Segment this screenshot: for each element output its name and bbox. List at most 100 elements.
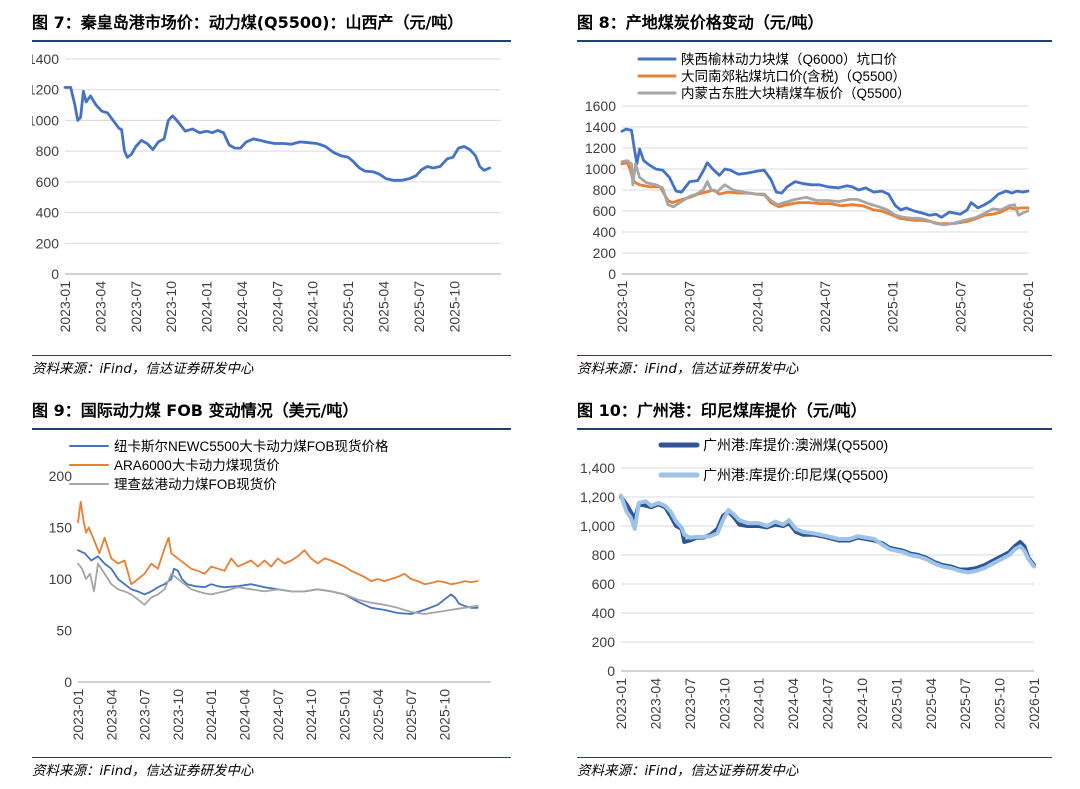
y-tick-label: 600: [592, 576, 616, 592]
x-tick-label: 2024-07: [817, 281, 833, 333]
chart-title: 图 10：广州港：印尼煤库提价（元/吨）: [577, 394, 1052, 430]
y-tick-label: 200: [49, 468, 73, 484]
x-tick-label: 2025-07: [952, 281, 968, 333]
y-tick-label: 1400: [32, 51, 59, 67]
y-tick-label: 600: [593, 203, 617, 219]
chart-area: 0 50 100 150 200 2023-01 2023-04 2023-07 2023-10…: [32, 430, 511, 757]
chart-area: 0 200 400 600 800 1,000 1,200 1,400 2023-01 2023-…: [577, 430, 1052, 757]
x-tick-label: 2024-07: [820, 678, 836, 730]
x-tick-label: 2025-07: [957, 678, 973, 730]
panel-fig7: 图 7：秦皇岛港市场价：动力煤(Q5500)：山西产（元/吨） 0 200 400 6…: [32, 6, 511, 381]
y-tick-label: 1200: [585, 140, 616, 156]
y-tick-label: 0: [607, 663, 615, 679]
x-tick-label: 2023-07: [128, 281, 144, 333]
panel-fig9: 图 9：国际动力煤 FOB 变动情况（美元/吨） 0 50 100 150 200 202…: [32, 394, 511, 784]
x-tick-label: 2025-07: [411, 281, 427, 333]
chart-title: 图 7：秦皇岛港市场价：动力煤(Q5500)：山西产（元/吨）: [32, 6, 511, 42]
x-tick-label: 2023-01: [614, 281, 630, 333]
series-line: [77, 500, 479, 586]
y-tick-label: 200: [592, 634, 616, 650]
x-tick-label: 2024-04: [234, 281, 250, 333]
x-tick-label: 2025-01: [885, 281, 901, 333]
y-tick-label: 200: [36, 235, 60, 251]
panel-fig8: 图 8：产地煤炭价格变动（元/吨） 0 200 400 600 800 1000 1200 1…: [577, 6, 1052, 381]
x-tick-label: 2025-07: [403, 689, 419, 741]
x-tick-label: 2024-10: [854, 678, 870, 730]
panel-fig10: 图 10：广州港：印尼煤库提价（元/吨） 0 200 400 600 800 1,000 1…: [577, 394, 1052, 784]
y-tick-label: 1400: [585, 119, 616, 135]
x-tick-label: 2025-04: [376, 281, 392, 333]
y-tick-label: 100: [49, 571, 73, 587]
y-tick-label: 0: [64, 674, 72, 690]
x-tick-label: 2023-04: [647, 678, 663, 730]
series-line: [77, 549, 479, 615]
x-tick-label: 2024-04: [785, 678, 801, 730]
x-tick-label: 2025-01: [340, 281, 356, 333]
y-tick-label: 1,200: [580, 489, 615, 505]
chart-svg: 0 200 400 600 800 1,000 1,200 1,400 2023-01 2023-…: [580, 437, 1042, 730]
x-tick-label: 2026-01: [1026, 678, 1042, 730]
x-tick-label: 2024-01: [199, 281, 215, 333]
x-tick-label: 2023-10: [170, 689, 186, 741]
chart-title: 图 8：产地煤炭价格变动（元/吨）: [577, 6, 1052, 42]
legend-label: 广州港:库提价:澳洲煤(Q5500): [703, 437, 888, 453]
series-line: [63, 86, 492, 182]
legend-label: 广州港:库提价:印尼煤(Q5500): [703, 467, 888, 483]
y-tick-label: 1,000: [580, 518, 615, 534]
y-tick-label: 1000: [585, 161, 616, 177]
y-tick-label: 0: [608, 266, 616, 282]
source-note: 资料来源：iFind，信达证券研发中心: [32, 757, 511, 784]
y-tick-label: 400: [36, 205, 60, 221]
y-tick-label: 800: [592, 547, 616, 563]
y-tick-label: 1200: [32, 82, 59, 98]
x-tick-label: 2023-01: [613, 678, 629, 730]
x-tick-label: 2023-07: [137, 689, 153, 741]
series-line: [620, 159, 1030, 227]
x-tick-label: 2024-10: [303, 689, 319, 741]
y-tick-label: 150: [49, 520, 73, 536]
source-note: 资料来源：iFind，信达证券研发中心: [577, 355, 1052, 382]
x-tick-label: 2024-01: [203, 689, 219, 741]
y-tick-label: 600: [36, 174, 60, 190]
x-tick-label: 2025-04: [370, 689, 386, 741]
series-line: [77, 562, 479, 615]
x-tick-label: 2024-01: [749, 281, 765, 333]
y-tick-label: 400: [593, 224, 617, 240]
legend-label: 理查兹港动力煤FOB现货价: [114, 476, 277, 492]
y-tick-label: 400: [592, 605, 616, 621]
series-line: [619, 493, 1036, 575]
y-tick-label: 50: [56, 623, 72, 639]
chart-title: 图 9：国际动力煤 FOB 变动情况（美元/吨）: [32, 394, 511, 430]
x-tick-label: 2023-04: [92, 281, 108, 333]
y-tick-label: 1600: [585, 98, 616, 114]
y-tick-label: 800: [36, 143, 60, 159]
chart-svg: 0 50 100 150 200 2023-01 2023-04 2023-07 2023-10…: [49, 438, 491, 741]
legend-label: 大同南郊粘煤坑口价(含税)（Q5500）: [681, 68, 906, 84]
x-tick-label: 2023-10: [163, 281, 179, 333]
x-tick-label: 2024-01: [751, 678, 767, 730]
x-tick-label: 2024-07: [269, 281, 285, 333]
chart-area: 0 200 400 600 800 1000 1200 1400 2023-01 2023-04 2…: [32, 42, 511, 355]
source-note: 资料来源：iFind，信达证券研发中心: [577, 757, 1052, 784]
series-line: [620, 161, 1030, 225]
x-tick-label: 2023-01: [70, 689, 86, 741]
x-tick-label: 2025-10: [992, 678, 1008, 730]
x-tick-label: 2024-07: [270, 689, 286, 741]
source-note: 资料来源：iFind，信达证券研发中心: [32, 355, 511, 382]
y-tick-label: 800: [593, 182, 617, 198]
x-tick-label: 2023-01: [57, 281, 73, 333]
x-tick-label: 2023-04: [103, 689, 119, 741]
y-tick-label: 1000: [32, 112, 59, 128]
x-tick-label: 2023-07: [682, 281, 698, 333]
x-tick-label: 2024-10: [305, 281, 321, 333]
series-line: [620, 127, 1030, 219]
x-tick-label: 2023-07: [682, 678, 698, 730]
legend-label: 纽卡斯尔NEWC5500大卡动力煤FOB现货价格: [114, 438, 389, 454]
x-tick-label: 2026-01: [1020, 281, 1036, 333]
y-tick-label: 200: [593, 245, 617, 261]
x-tick-label: 2023-10: [716, 678, 732, 730]
legend-label: 内蒙古东胜大块精煤车板价（Q5500）: [681, 85, 911, 101]
legend-label: 陕西榆林动力块煤（Q6000）坑口价: [681, 52, 898, 67]
x-tick-label: 2025-04: [923, 678, 939, 730]
x-tick-label: 2025-01: [888, 678, 904, 730]
